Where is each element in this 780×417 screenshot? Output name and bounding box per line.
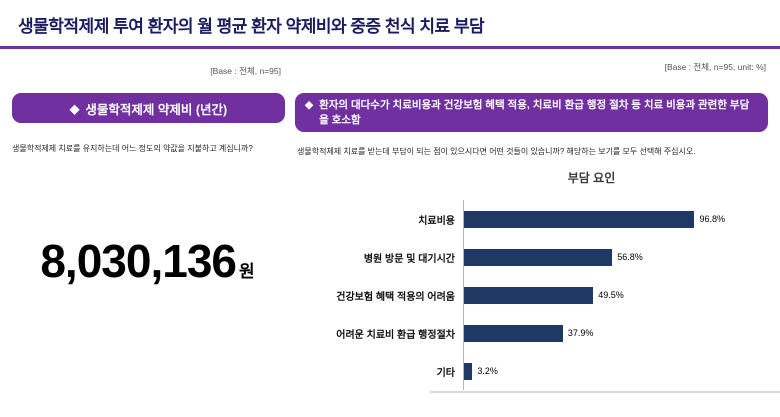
left-section-label: 생물학적제제 약제비 (년간) (85, 102, 228, 117)
bar-label: 병원 방문 및 대기시간 (363, 253, 455, 265)
left-question: 생물학적제제 치료를 유지하는데 어느 정도의 약값을 지불하고 계십니까? (12, 144, 253, 153)
left-base-note: [Base : 전체, n=95] (210, 66, 281, 76)
left-panel: [Base : 전체, n=95] ◆ 생물학적제제 약제비 (년간) 생물학적… (0, 49, 295, 390)
bar (464, 210, 695, 228)
amount-unit: 원 (239, 262, 255, 281)
chart-row: 치료비용 96.8% (295, 200, 768, 239)
chart-row: 기타 3.2% (295, 352, 768, 391)
right-section-label: 환자의 대다수가 치료비용과 건강보험 혜택 적용, 치료비 환급 행정 절차 … (319, 99, 750, 126)
bar-value: 3.2% (477, 366, 498, 377)
left-section-header: ◆ 생물학적제제 약제비 (년간) (12, 93, 285, 123)
bar-track: 49.5% (463, 276, 725, 315)
bar-track: 96.8% (463, 200, 725, 239)
annual-drug-cost: 8,030,136 원 (0, 234, 295, 288)
bar (464, 324, 563, 342)
page-title: 생물학적제제 투여 환자의 월 평균 환자 약제비와 중증 천식 치료 부담 (18, 17, 485, 36)
chart-title: 부담 요인 (567, 171, 616, 186)
bar-track: 37.9% (463, 314, 725, 353)
diamond-bullet-icon: ◆ (305, 99, 314, 111)
right-question: 생물학적제제 치료를 받는데 부담이 되는 점이 있으시다면 어떤 것들이 있습… (297, 147, 696, 157)
right-panel: [Base : 전체, n=95, unit: %] ◆ 환자의 대다수가 치료… (295, 49, 780, 391)
bar-track: 3.2% (463, 352, 725, 391)
diamond-bullet-icon: ◆ (69, 101, 80, 116)
bar-value: 56.8% (617, 252, 643, 263)
bar (464, 362, 473, 380)
bar-value: 37.9% (567, 328, 594, 339)
chart-row: 건강보험 혜택 적용의 어려움 49.5% (295, 276, 768, 315)
chart-rows: 치료비용 96.8% 병원 방문 및 대기시간 56.8% 건강보험 혜택 적용의 어려… (295, 200, 768, 391)
right-base-note: [Base : 전체, n=95, unit: %] (664, 62, 766, 72)
amount-value: 8,030,136 (40, 235, 237, 287)
chart-baseline (430, 391, 780, 393)
bar-label: 어려운 치료비 환급 행정절차 (336, 329, 455, 341)
chart-row: 병원 방문 및 대기시간 56.8% (295, 238, 768, 277)
bar (464, 286, 594, 304)
right-section-header: ◆ 환자의 대다수가 치료비용과 건강보험 혜택 적용, 치료비 환급 행정 절… (295, 93, 768, 133)
bar-value: 49.5% (598, 290, 624, 301)
bar-track: 56.8% (463, 238, 725, 277)
bar-label: 건강보험 혜택 적용의 어려움 (336, 291, 455, 303)
content: [Base : 전체, n=95] ◆ 생물학적제제 약제비 (년간) 생물학적… (0, 49, 780, 391)
chart-row: 어려운 치료비 환급 행정절차 37.9% (295, 314, 768, 353)
bar-label: 치료비용 (418, 215, 455, 227)
bar-label: 기타 (436, 367, 455, 379)
bar (464, 248, 613, 266)
bar-value: 96.8% (699, 214, 725, 225)
header: 생물학적제제 투여 환자의 월 평균 환자 약제비와 중증 천식 치료 부담 (0, 0, 780, 49)
